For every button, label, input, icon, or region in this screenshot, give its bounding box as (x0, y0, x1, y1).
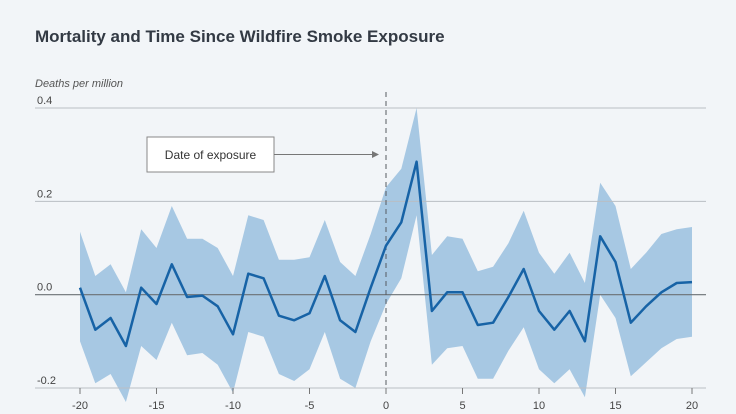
x-tick-label: -5 (305, 400, 315, 412)
chart-title: Mortality and Time Since Wildfire Smoke … (35, 27, 445, 46)
x-tick-label: 20 (686, 400, 698, 412)
x-tick-label: -15 (149, 400, 165, 412)
annotation-label: Date of exposure (165, 148, 257, 162)
x-tick-label: 10 (533, 400, 545, 412)
x-tick-label: 15 (609, 400, 621, 412)
x-tick-label: -10 (225, 400, 241, 412)
y-tick-label: 0.2 (37, 188, 52, 200)
x-tick-label: -20 (72, 400, 88, 412)
x-tick-label: 0 (383, 400, 389, 412)
y-tick-label: -0.2 (37, 375, 56, 387)
annotation-arrowhead (372, 151, 379, 158)
x-tick-label: 5 (459, 400, 465, 412)
y-axis-label: Deaths per million (35, 78, 124, 90)
y-tick-label: 0.0 (37, 282, 52, 294)
annotation-box (146, 136, 275, 173)
series-line (78, 160, 693, 348)
y-tick-label: 0.4 (37, 95, 52, 107)
